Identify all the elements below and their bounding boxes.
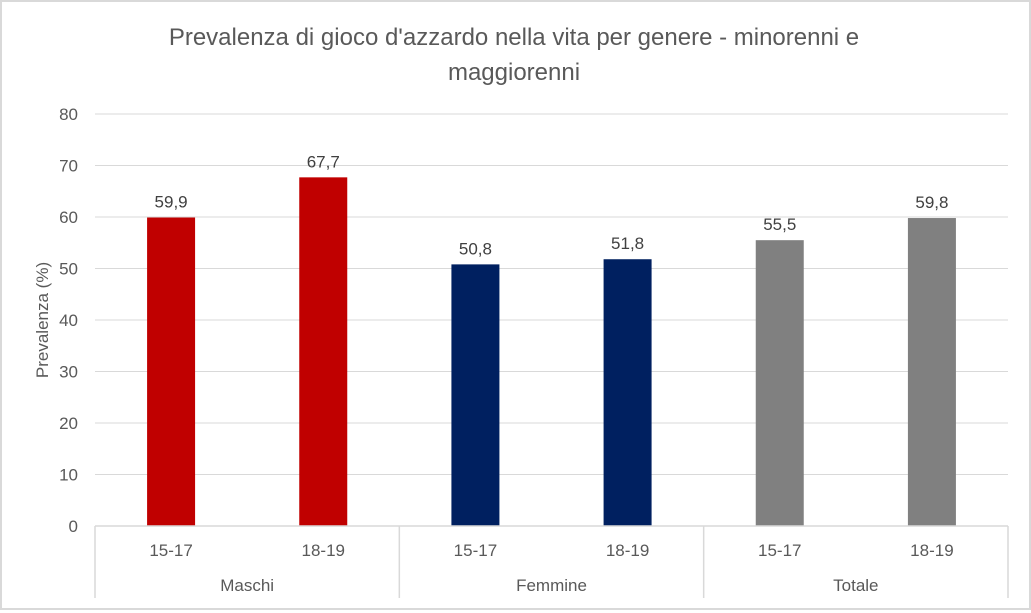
y-tick-label: 20 [59, 414, 78, 433]
x-tick-label: 15-17 [149, 541, 192, 560]
y-tick-label: 40 [59, 311, 78, 330]
bar [451, 264, 500, 526]
bar [907, 218, 956, 526]
y-tick-label: 50 [59, 260, 78, 279]
x-tick-label: 15-17 [454, 541, 497, 560]
bar [603, 259, 652, 526]
y-tick-label: 10 [59, 466, 78, 485]
data-label: 59,8 [915, 193, 948, 212]
x-tick-label: 18-19 [910, 541, 953, 560]
bar [299, 177, 348, 526]
bar [147, 217, 196, 526]
x-tick-label: 18-19 [302, 541, 345, 560]
y-axis-label: Prevalenza (%) [33, 262, 52, 378]
x-tick-label: 18-19 [606, 541, 649, 560]
chart-title-line-1: Prevalenza di gioco d'azzardo nella vita… [169, 24, 859, 51]
y-tick-label: 80 [59, 105, 78, 124]
chart-title-line-2: maggiorenni [448, 59, 580, 86]
data-label: 59,9 [155, 193, 188, 212]
x-tick-label: 15-17 [758, 541, 801, 560]
group-label: Totale [833, 576, 878, 595]
y-tick-label: 30 [59, 363, 78, 382]
data-label: 50,8 [459, 239, 492, 258]
y-tick-label: 60 [59, 208, 78, 227]
group-label: Maschi [220, 576, 274, 595]
group-label: Femmine [516, 576, 587, 595]
y-tick-label: 0 [69, 517, 78, 536]
data-label: 67,7 [307, 152, 340, 171]
bar [755, 240, 804, 527]
data-label: 51,8 [611, 234, 644, 253]
data-label: 55,5 [763, 215, 796, 234]
y-tick-label: 70 [59, 157, 78, 176]
